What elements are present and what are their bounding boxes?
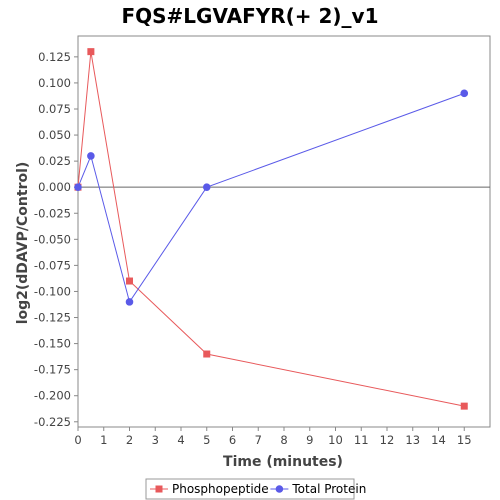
legend-item: Phosphopeptide xyxy=(150,482,269,496)
data-point xyxy=(87,48,95,56)
plot-area xyxy=(77,35,491,428)
y-axis: -0.225 -0.200 -0.175 -0.150 -0.125 -0.100 -0.0… xyxy=(34,50,78,429)
y-tick-label: -0.150 xyxy=(34,337,71,351)
x-tick-label: 2 xyxy=(126,433,133,447)
y-tick-label: 0.050 xyxy=(38,128,71,142)
x-tick-label: 0 xyxy=(74,433,81,447)
x-tick-label: 5 xyxy=(203,433,210,447)
x-axis-label: Time (minutes) xyxy=(223,454,343,470)
y-tick-label: -0.175 xyxy=(34,363,71,377)
x-tick-label: 7 xyxy=(255,433,262,447)
series-total-protein xyxy=(74,89,469,306)
legend: Phosphopeptide Total Protein xyxy=(145,478,366,500)
x-tick-label: 9 xyxy=(306,433,313,447)
data-point xyxy=(460,89,469,98)
legend-box xyxy=(145,478,355,500)
y-tick-label: 0.100 xyxy=(38,76,71,90)
data-point xyxy=(203,350,211,358)
x-tick-label: 4 xyxy=(177,433,184,447)
y-tick-label: -0.100 xyxy=(34,284,71,298)
series-layer xyxy=(74,48,469,410)
x-tick-label: 3 xyxy=(152,433,159,447)
data-point xyxy=(126,277,133,285)
legend-marker xyxy=(155,485,163,493)
x-tick-label: 15 xyxy=(457,433,472,447)
x-axis: 0 1 2 3 4 5 6 7 8 9 10 11 12 13 14 15 xyxy=(74,427,472,447)
y-axis-label: log2(dDAVP/Control) xyxy=(15,162,31,325)
y-tick-label: -0.225 xyxy=(34,415,71,429)
x-tick-label: 6 xyxy=(229,433,236,447)
data-point xyxy=(125,298,134,306)
y-tick-label: 0.025 xyxy=(38,154,71,168)
y-tick-label: 0.075 xyxy=(38,102,71,116)
chart-title: FQS#LGVAFYR(+ 2)_v1 xyxy=(121,4,378,28)
legend-label: Phosphopeptide xyxy=(172,482,269,496)
x-tick-label: 12 xyxy=(380,433,395,447)
y-tick-label: -0.200 xyxy=(34,389,71,403)
data-point xyxy=(87,152,95,160)
y-tick-label: 0.125 xyxy=(38,50,71,64)
legend-label: Total Protein xyxy=(291,482,366,496)
data-point xyxy=(74,183,82,191)
legend-marker xyxy=(275,485,284,493)
y-tick-label: -0.050 xyxy=(34,232,71,246)
y-tick-label: 0.000 xyxy=(38,180,71,194)
y-tick-label: -0.075 xyxy=(34,258,71,272)
data-point xyxy=(202,183,211,191)
x-tick-label: 10 xyxy=(328,433,343,447)
data-point xyxy=(460,402,468,410)
x-tick-label: 1 xyxy=(100,433,107,447)
y-tick-label: -0.125 xyxy=(34,311,71,325)
x-tick-label: 14 xyxy=(431,433,446,447)
x-tick-label: 13 xyxy=(405,433,420,447)
y-tick-label: -0.025 xyxy=(34,206,71,220)
legend-item: Total Protein xyxy=(270,482,366,496)
x-tick-label: 8 xyxy=(280,433,287,447)
x-tick-label: 11 xyxy=(354,433,369,447)
